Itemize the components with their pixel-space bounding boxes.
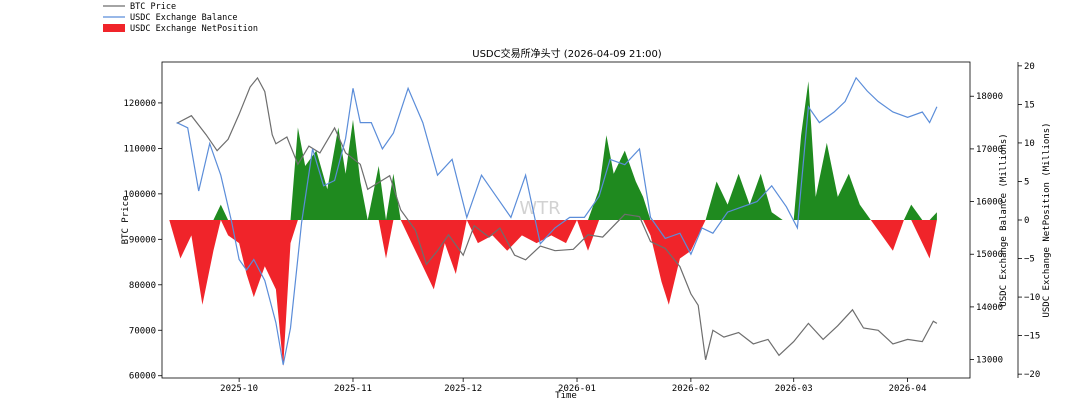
netposition-positive-area [169, 81, 937, 220]
x-tick-label: 2026-03 [775, 384, 813, 394]
y-balance-tick-label: 18000 [976, 92, 1003, 102]
legend: BTC Price USDC Exchange Balance USDC Exc… [103, 2, 258, 34]
y-netposition-tick-label: 0 [1024, 216, 1029, 226]
y-netposition-tick-label: 5 [1024, 177, 1029, 187]
y-netposition-tick-label: −20 [1024, 370, 1040, 380]
y-balance-tick-label: 17000 [976, 145, 1003, 155]
y-netposition-tick-label: 20 [1024, 62, 1035, 72]
btc-price-path [176, 76, 938, 360]
btc-price-line [176, 76, 938, 360]
chart-title: USDC交易所净头寸 (2026-04-09 21:00) [472, 47, 662, 60]
y-axis-netposition-label: USDC Exchange NetPosition (Millions) [1042, 122, 1052, 317]
y-axis-left: 60000 70000 80000 90000 100000 110000 120000 [123, 99, 162, 382]
y-netposition-tick-label: −5 [1024, 255, 1035, 265]
y-balance-tick-label: 15000 [976, 250, 1003, 260]
y-left-tick-label: 60000 [129, 372, 156, 382]
y-left-tick-label: 80000 [129, 281, 156, 291]
plot-frame [161, 61, 971, 379]
netposition-area [169, 81, 937, 367]
y-left-tick-label: 100000 [123, 190, 156, 200]
netposition-negative-area [169, 220, 937, 367]
legend-netposition-label: USDC Exchange NetPosition [130, 24, 258, 34]
y-balance-tick-label: 14000 [976, 303, 1003, 313]
y-left-tick-label: 70000 [129, 326, 156, 336]
y-balance-tick-label: 13000 [976, 356, 1003, 366]
x-tick-label: 2026-01 [558, 384, 596, 394]
x-tick-label: 2025-12 [444, 384, 482, 394]
balance-line [176, 76, 938, 365]
legend-btc-label: BTC Price [130, 2, 176, 12]
y-axis-balance: 13000 14000 15000 16000 17000 18000 [970, 92, 1003, 366]
y-balance-tick-label: 16000 [976, 198, 1003, 208]
y-left-tick-label: 110000 [123, 144, 156, 154]
y-left-tick-label: 90000 [129, 235, 156, 245]
balance-path [176, 76, 938, 365]
x-tick-label: 2026-02 [672, 384, 710, 394]
legend-netposition-swatch [103, 24, 125, 32]
y-axis-left-label: BTC Price [121, 196, 131, 245]
y-netposition-tick-label: 10 [1024, 139, 1035, 149]
x-axis: 2025-10 2025-11 2025-12 2026-01 2026-02 2026-… [220, 378, 927, 394]
watermark: WTR [519, 198, 560, 219]
x-tick-label: 2026-04 [889, 384, 927, 394]
x-tick-label: 2025-10 [220, 384, 258, 394]
x-tick-label: 2025-11 [334, 384, 372, 394]
legend-balance-label: USDC Exchange Balance [130, 13, 237, 23]
y-netposition-tick-label: 15 [1024, 100, 1035, 110]
y-axis-netposition: −20 −15 −10 −5 0 5 10 15 20 [1018, 62, 1040, 380]
x-axis-label: Time [555, 391, 577, 401]
y-axis-balance-label: USDC Exchange Balance (Millions) [999, 133, 1009, 306]
y-netposition-tick-label: −10 [1024, 293, 1040, 303]
y-left-tick-label: 120000 [123, 99, 156, 109]
y-netposition-tick-label: −15 [1024, 332, 1040, 342]
